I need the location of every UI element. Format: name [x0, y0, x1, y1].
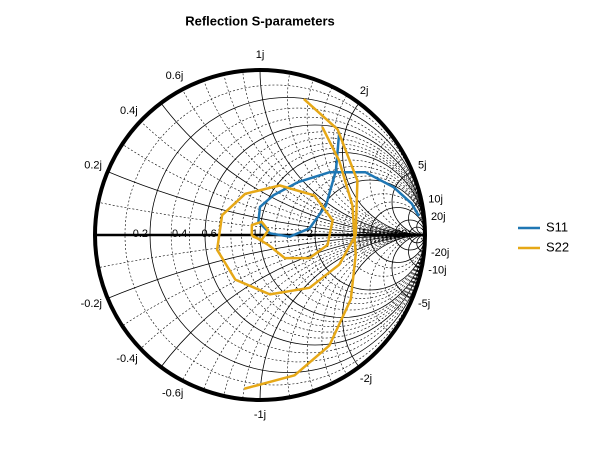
resistance-circle — [170, 107, 425, 363]
x-tick-label: 0.4j — [120, 105, 138, 117]
reactance-arc — [342, 70, 425, 236]
reactance-arc — [95, 234, 425, 400]
r-tick-label: 1 — [252, 228, 258, 240]
r-tick-label: 0.2 — [133, 228, 148, 240]
x-tick-label: -5j — [418, 298, 430, 310]
r-tick-label: 0.6 — [201, 228, 216, 240]
reactance-arc — [416, 218, 425, 236]
reactance-arc — [383, 152, 425, 236]
x-tick-label: 1j — [256, 49, 265, 61]
reactance-arc — [306, 234, 425, 400]
reactance-arc — [416, 234, 425, 252]
reactance-arc — [95, 70, 425, 236]
x-tick-label: -0.4j — [116, 353, 137, 365]
reactance-arc — [391, 168, 425, 236]
reactance-arc — [383, 234, 425, 318]
r-tick-label: 20 — [395, 228, 407, 240]
r-tick-label: 0.4 — [172, 228, 187, 240]
x-tick-label: 10j — [428, 193, 443, 205]
r-tick-label: 5 — [362, 228, 368, 240]
reactance-arc — [95, 234, 425, 400]
outer-circle — [93, 68, 427, 402]
reactance-arc — [95, 234, 425, 400]
x-tick-label: -20j — [431, 247, 449, 259]
reactance-arc — [287, 234, 425, 400]
x-tick-label: 5j — [418, 160, 427, 172]
x-tick-label: -0.6j — [162, 388, 183, 400]
reactance-arc — [408, 234, 425, 269]
legend-text: S11 — [546, 219, 568, 234]
reactance-arc — [306, 70, 425, 236]
x-tick-label: 20j — [431, 211, 446, 223]
x-tick-label: -1j — [254, 409, 266, 421]
x-tick-label: -2j — [360, 373, 372, 385]
x-tick-label: -10j — [428, 265, 446, 277]
legend-text: S22 — [546, 239, 569, 254]
series-line — [215, 98, 359, 390]
reactance-arc — [333, 70, 425, 236]
reactance-arc — [95, 234, 425, 400]
reactance-arc — [369, 124, 425, 236]
reactance-arc — [149, 234, 425, 400]
reactance-arc — [391, 234, 425, 302]
foreground: 0.2 0.4 0.6 1 2 5 20 0.2j 0.4j 0.6j 1j 2j 5j 10j 20j -0… — [81, 49, 570, 421]
x-tick-label: 2j — [360, 85, 369, 97]
reactance-arc — [408, 201, 425, 236]
reactance-arc — [333, 234, 425, 400]
x-tick-label: 0.2j — [84, 160, 102, 172]
reactance-arc — [95, 70, 425, 236]
reactance-arc — [188, 70, 425, 236]
reactance-arc — [369, 234, 425, 346]
reactance-arc — [188, 234, 425, 400]
r-tick-label: 2 — [307, 228, 313, 240]
reactance-arc — [95, 70, 425, 236]
resistance-circle — [218, 131, 425, 339]
reactance-arc — [259, 234, 425, 400]
series-line — [257, 131, 420, 238]
reactance-arc — [259, 70, 425, 236]
x-tick-label: -0.2j — [81, 298, 102, 310]
chart-title: Reflection S-parameters — [185, 13, 335, 28]
x-tick-label: 0.6j — [166, 70, 184, 82]
